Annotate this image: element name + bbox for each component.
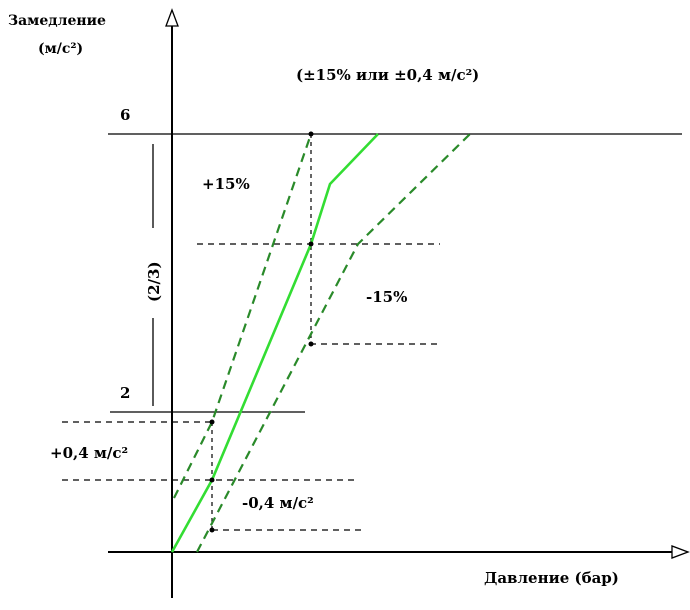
x-axis-title: Давление (бар) [484, 569, 619, 587]
point-mid-upper [308, 241, 314, 247]
tolerance-note: (±15% или ±0,4 м/с²) [296, 66, 479, 84]
level-2-label: 2 [120, 384, 130, 402]
curve-points [209, 131, 314, 533]
x-axis-arrow-icon [671, 545, 690, 559]
upper-tolerance-curve [173, 133, 313, 499]
level-6-label: 6 [120, 106, 130, 124]
minus-15-label: -15% [366, 288, 407, 306]
minus-abs-label: -0,4 м/с² [242, 494, 314, 512]
plus-abs-label: +0,4 м/с² [50, 444, 128, 462]
lower-tolerance-curve [196, 133, 471, 553]
y-axis-title-line2: (м/с²) [38, 41, 83, 57]
point-low-upper [209, 419, 215, 425]
point-high-upper [308, 131, 314, 137]
ratio-label: (2/3) [145, 261, 163, 302]
main-curve [170, 133, 379, 553]
point-low-lower [209, 527, 215, 533]
y-axis-arrow-icon [165, 8, 179, 27]
point-mid-lower [308, 341, 314, 347]
plus-15-label: +15% [202, 175, 250, 193]
guide-lines [62, 134, 440, 531]
point-low-mid [209, 477, 215, 483]
y-axis-title-line1: Замедление [8, 13, 106, 29]
